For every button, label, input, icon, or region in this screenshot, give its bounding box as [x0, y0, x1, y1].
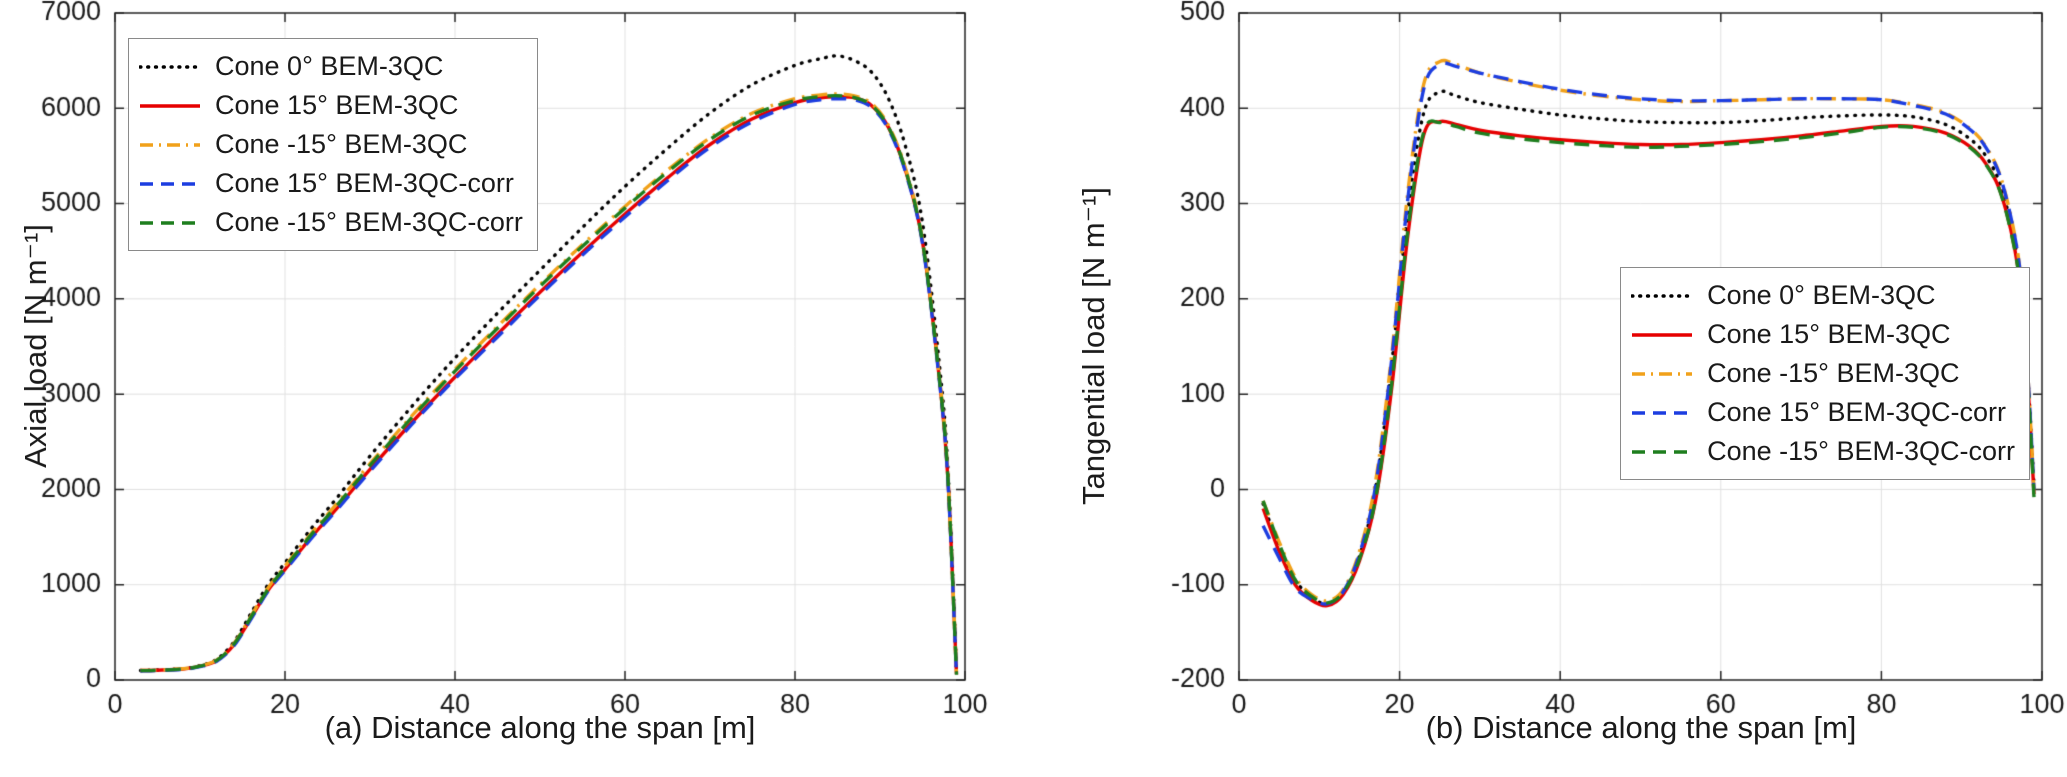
legend-entry: Cone -15° BEM-3QC-corr: [1631, 432, 2015, 471]
legend-entry: Cone -15° BEM-3QC-corr: [139, 203, 523, 242]
legend-label: Cone -15° BEM-3QC-corr: [1707, 436, 2015, 466]
legend-line-sample: [139, 64, 201, 69]
tangential-chart-legend: Cone 0° BEM-3QC Cone 15° BEM-3QC Cone -15°…: [1620, 267, 2030, 480]
legend-label: Cone 15° BEM-3QC: [1707, 319, 1951, 349]
legend-entry: Cone 0° BEM-3QC: [1631, 276, 2015, 315]
legend-entry: Cone 15° BEM-3QC: [139, 86, 523, 125]
legend-label: Cone -15° BEM-3QC: [215, 129, 468, 159]
legend-label: Cone -15° BEM-3QC-corr: [215, 207, 523, 237]
legend-label: Cone 15° BEM-3QC: [215, 90, 459, 120]
tangential-y-axis-label: Tangential load [N m⁻¹]: [1076, 187, 1111, 505]
legend-entry: Cone 15° BEM-3QC-corr: [1631, 393, 2015, 432]
legend-entry: Cone 15° BEM-3QC-corr: [139, 164, 523, 203]
legend-label: Cone -15° BEM-3QC: [1707, 358, 1960, 388]
legend-label: Cone 0° BEM-3QC: [1707, 280, 1936, 310]
tangential-x-axis-label: (b) Distance along the span [m]: [1425, 710, 1857, 745]
legend-entry: Cone -15° BEM-3QC: [1631, 354, 2015, 393]
axial-y-axis-label: Axial load [N m⁻¹]: [18, 224, 53, 468]
legend-label: Cone 15° BEM-3QC-corr: [215, 168, 514, 198]
axial-x-axis-label: (a) Distance along the span [m]: [324, 710, 756, 745]
axial-load-chart-panel: Axial load [N m⁻¹] (a) Distance along th…: [0, 0, 1034, 777]
legend-line-sample: [1632, 332, 1693, 337]
legend-line-sample: [140, 142, 200, 147]
legend-line-sample: [1632, 371, 1693, 376]
tangential-load-chart-panel: Tangential load [N m⁻¹] (b) Distance alo…: [1034, 0, 2067, 777]
legend-label: Cone 15° BEM-3QC-corr: [1707, 397, 2006, 427]
legend-line-sample: [140, 181, 200, 186]
legend-entry: Cone 0° BEM-3QC: [139, 47, 523, 86]
legend-line-sample: [1632, 449, 1693, 454]
legend-line-sample: [140, 103, 200, 108]
axial-chart-legend: Cone 0° BEM-3QC Cone 15° BEM-3QC Cone -15°…: [128, 38, 538, 251]
legend-label: Cone 0° BEM-3QC: [215, 51, 444, 81]
legend-entry: Cone 15° BEM-3QC: [1631, 315, 2015, 354]
legend-line-sample: [1631, 293, 1694, 298]
legend-line-sample: [140, 220, 200, 225]
legend-entry: Cone -15° BEM-3QC: [139, 125, 523, 164]
legend-line-sample: [1632, 410, 1693, 415]
